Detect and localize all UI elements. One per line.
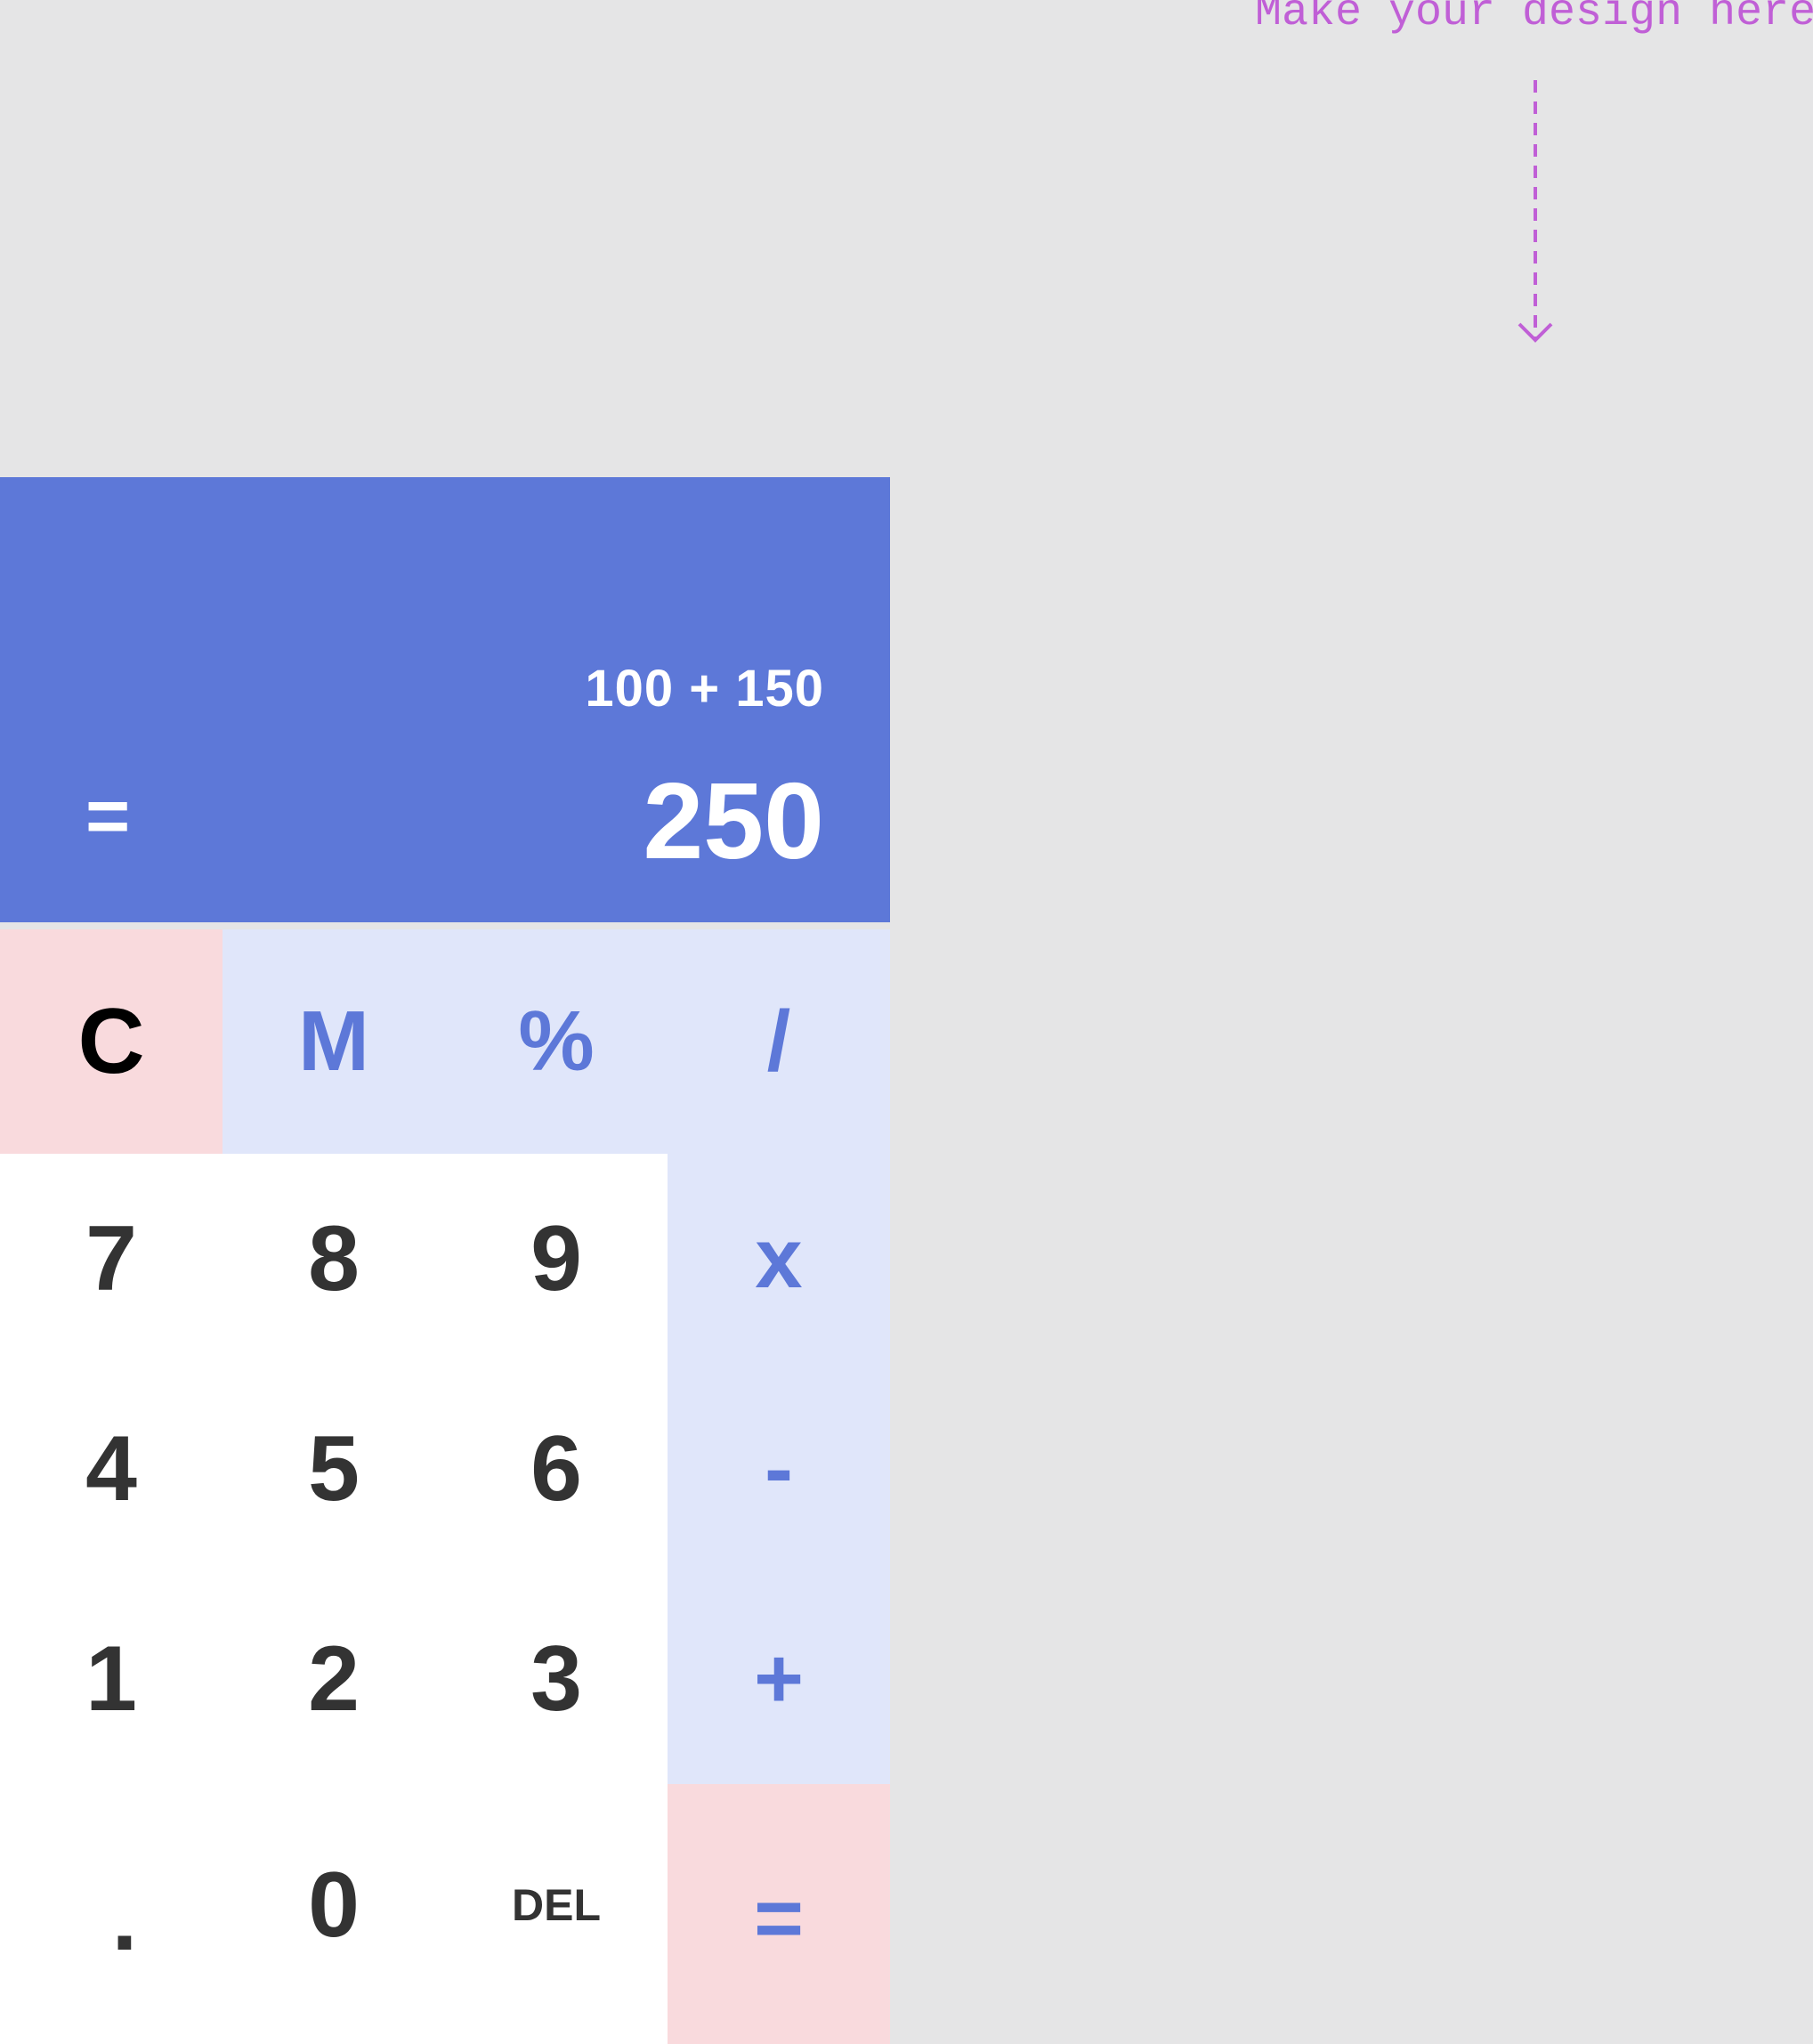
- digit-4-button[interactable]: 4: [0, 1364, 223, 1574]
- digit-6-button[interactable]: 6: [445, 1364, 668, 1574]
- display-equals-sign: =: [85, 774, 131, 859]
- equals-button[interactable]: =: [668, 1784, 890, 2044]
- calculator-display: 100 + 150 = 250: [0, 477, 890, 922]
- digit-0-button[interactable]: 0: [223, 1784, 445, 2044]
- digit-8-button[interactable]: 8: [223, 1154, 445, 1364]
- digit-3-button[interactable]: 3: [445, 1574, 668, 1784]
- multiply-button[interactable]: x: [668, 1154, 890, 1364]
- subtract-button[interactable]: -: [668, 1364, 890, 1574]
- calculator: 100 + 150 = 250 C M % / 7 8 9 x 4 5 6 - …: [0, 477, 890, 2044]
- design-hint-text: Make your design here: [1255, 0, 1813, 38]
- digit-2-button[interactable]: 2: [223, 1574, 445, 1784]
- digit-1-button[interactable]: 1: [0, 1574, 223, 1784]
- dashed-arrow-down-icon: [1518, 80, 1553, 343]
- digit-5-button[interactable]: 5: [223, 1364, 445, 1574]
- result-text: 250: [643, 760, 824, 881]
- divide-button[interactable]: /: [668, 929, 890, 1154]
- decimal-point-button[interactable]: .: [0, 1784, 223, 2044]
- expression-text: 100 + 150: [585, 660, 824, 718]
- add-button[interactable]: +: [668, 1574, 890, 1784]
- delete-button[interactable]: DEL: [445, 1784, 668, 2044]
- clear-button[interactable]: C: [0, 929, 223, 1154]
- digit-7-button[interactable]: 7: [0, 1154, 223, 1364]
- memory-button[interactable]: M: [223, 929, 445, 1154]
- percent-button[interactable]: %: [445, 929, 668, 1154]
- digit-9-button[interactable]: 9: [445, 1154, 668, 1364]
